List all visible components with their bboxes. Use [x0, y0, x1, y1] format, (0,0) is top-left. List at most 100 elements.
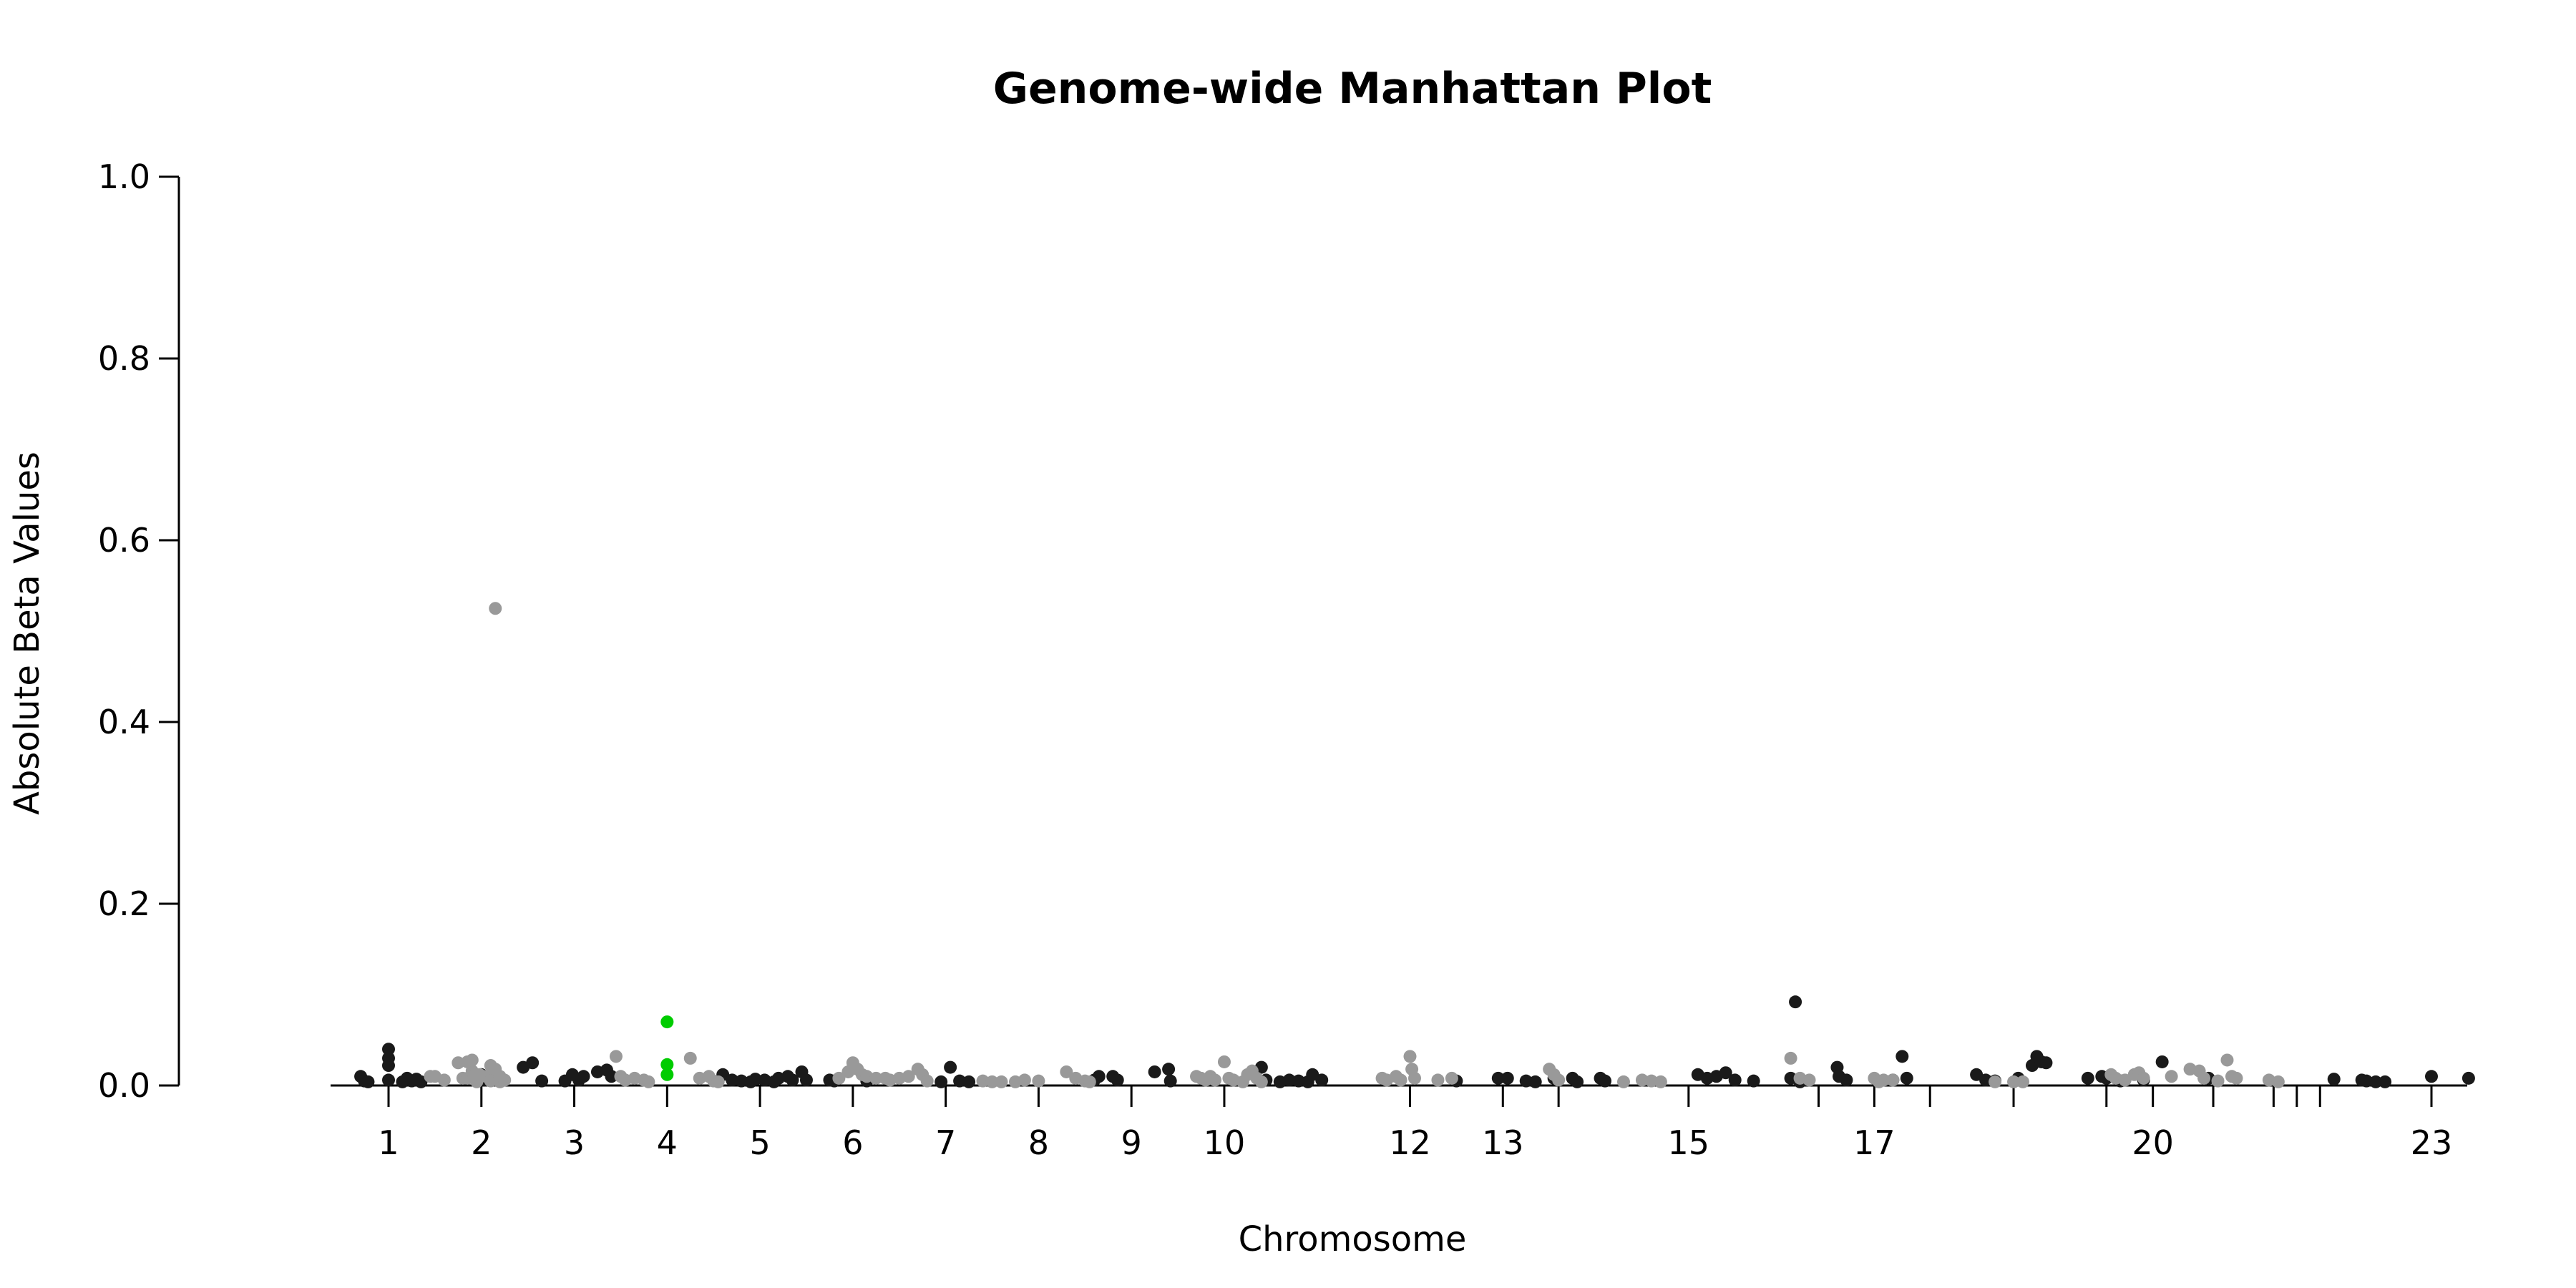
data-point: [2271, 1075, 2285, 1088]
data-point: [2155, 1055, 2169, 1068]
data-point: [609, 1050, 623, 1063]
data-point: [1747, 1074, 1760, 1088]
data-point: [642, 1075, 655, 1088]
data-point: [1719, 1066, 1732, 1080]
data-point: [2230, 1071, 2243, 1085]
data-point: [1491, 1071, 1505, 1085]
data-point: [1877, 1073, 1890, 1087]
data-point: [473, 1068, 487, 1081]
x-tick-label: 12: [1389, 1123, 1431, 1162]
data-point: [1501, 1071, 1514, 1085]
data-point: [2369, 1075, 2383, 1088]
data-point: [1407, 1071, 1421, 1085]
data-point: [382, 1059, 395, 1073]
data-point: [1654, 1075, 1667, 1088]
data-point: [935, 1075, 948, 1088]
x-tick-label: 13: [1482, 1123, 1524, 1162]
data-point: [2197, 1071, 2211, 1085]
x-tick-label: 4: [657, 1123, 678, 1162]
data-point: [1802, 1073, 1816, 1087]
data-points: [354, 602, 2475, 1088]
data-point: [1403, 1050, 1417, 1063]
data-point: [944, 1060, 957, 1074]
data-point: [1635, 1073, 1649, 1087]
x-tick-label: 9: [1121, 1123, 1142, 1162]
data-point: [1292, 1074, 1305, 1088]
data-point: [1111, 1073, 1124, 1087]
data-point: [577, 1070, 590, 1083]
data-point: [1092, 1070, 1106, 1083]
data-point: [1728, 1073, 1742, 1087]
data-point: [953, 1074, 967, 1088]
x-tick-label: 23: [2411, 1123, 2453, 1162]
data-point: [976, 1074, 990, 1088]
data-point: [902, 1070, 915, 1083]
data-point: [1315, 1073, 1329, 1087]
x-tick-label: 15: [1668, 1123, 1710, 1162]
data-point: [1599, 1074, 1612, 1088]
data-point: [2327, 1073, 2341, 1086]
data-point: [1784, 1051, 1797, 1065]
chart-title: Genome-wide Manhattan Plot: [993, 64, 1712, 114]
y-tick-label: 0.6: [98, 521, 150, 560]
data-point: [361, 1075, 375, 1088]
data-point: [660, 1068, 674, 1081]
x-tick-label: 6: [842, 1123, 863, 1162]
data-point: [2425, 1070, 2438, 1083]
x-tick-label: 20: [2132, 1123, 2174, 1162]
data-point: [1394, 1073, 1407, 1087]
data-point: [1616, 1075, 1630, 1088]
y-tick-label: 0.4: [98, 703, 150, 741]
data-point: [1840, 1073, 1853, 1087]
x-tick-label: 3: [564, 1123, 585, 1162]
data-point: [1900, 1071, 1913, 1085]
data-point: [414, 1075, 428, 1088]
data-point: [748, 1073, 762, 1086]
data-point: [1445, 1071, 1458, 1085]
data-point: [526, 1056, 540, 1070]
data-point: [2220, 1053, 2234, 1067]
data-point: [2211, 1074, 2225, 1088]
data-point: [711, 1075, 725, 1088]
data-point: [1208, 1073, 1221, 1087]
data-point: [2016, 1075, 2029, 1088]
data-point: [985, 1075, 999, 1088]
data-point: [683, 1051, 697, 1065]
data-point: [1060, 1065, 1073, 1078]
data-point: [382, 1043, 395, 1056]
data-point: [832, 1071, 846, 1085]
y-tick-label: 0.0: [98, 1066, 150, 1105]
x-tick-label: 2: [471, 1123, 492, 1162]
data-point: [2118, 1073, 2132, 1087]
y-tick-label: 1.0: [98, 157, 150, 196]
data-point: [726, 1073, 739, 1087]
data-point: [452, 1056, 465, 1070]
y-tick-label: 0.8: [98, 339, 150, 378]
data-point: [465, 1053, 479, 1067]
data-point: [786, 1073, 799, 1087]
data-point: [1148, 1065, 1161, 1078]
x-tick-label: 10: [1204, 1123, 1246, 1162]
data-point: [437, 1073, 451, 1087]
x-axis-label: Chromosome: [1239, 1219, 1467, 1259]
data-point: [1431, 1073, 1445, 1087]
data-point: [2137, 1071, 2150, 1085]
data-point: [382, 1073, 395, 1087]
data-point: [1519, 1074, 1533, 1088]
data-point: [2360, 1074, 2373, 1088]
data-point: [735, 1074, 748, 1088]
data-point: [1644, 1074, 1658, 1088]
data-point: [2081, 1071, 2094, 1085]
data-point: [1970, 1068, 1984, 1081]
axes: 0.00.20.40.60.81.01 2 3 4 5 6 7 8 9 10 12 13 15 17 20 2…: [98, 157, 2467, 1162]
data-point: [962, 1075, 976, 1088]
x-tick-label: 1: [378, 1123, 399, 1162]
data-point: [1254, 1075, 1268, 1088]
x-tick-label: 17: [1853, 1123, 1896, 1162]
data-point: [1282, 1073, 1296, 1087]
data-point: [489, 602, 502, 615]
data-point: [799, 1073, 813, 1087]
data-point: [605, 1070, 618, 1083]
data-point: [1571, 1075, 1584, 1088]
